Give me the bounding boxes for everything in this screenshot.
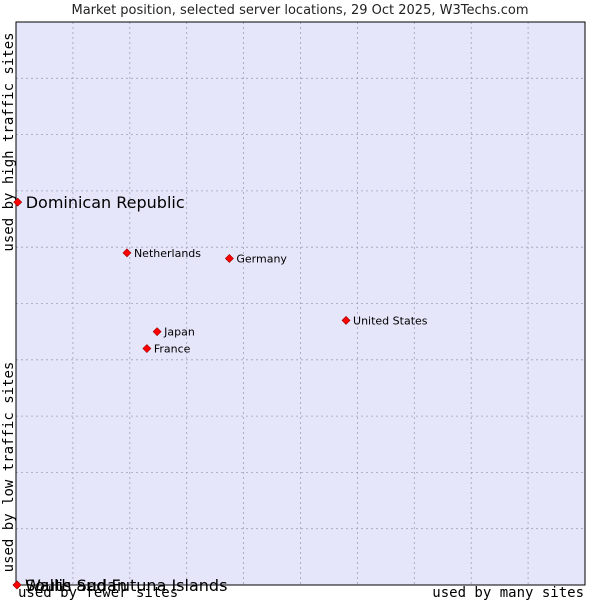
data-point-label: Japan <box>163 326 195 339</box>
data-point-marker <box>122 248 132 258</box>
chart-title: Market position, selected server locatio… <box>71 3 528 18</box>
data-point-marker <box>224 254 234 263</box>
data-point-label: Germany <box>236 252 287 265</box>
data-point-label: United States <box>353 314 428 327</box>
y-axis-label-high: used by high traffic sites <box>1 32 17 251</box>
data-point-marker <box>12 580 22 590</box>
data-point-label: Dominican Republic <box>26 193 185 212</box>
y-axis-label-low: used by low traffic sites <box>1 362 17 573</box>
plot-border <box>15 21 586 586</box>
data-point-marker <box>341 315 351 325</box>
x-axis-label-low: used by fewer sites <box>18 585 178 600</box>
data-point-label: South Sudan <box>25 576 127 595</box>
data-point-marker <box>142 344 152 353</box>
data-points: Dominican Republic Netherlands Germany Unit… <box>12 193 428 595</box>
data-point-label: Netherlands <box>134 247 201 260</box>
data-point-label: Wallis and Futuna Islands <box>25 576 227 595</box>
data-point-marker <box>13 197 23 207</box>
grid-lines <box>16 22 585 585</box>
data-point-marker <box>152 327 162 337</box>
x-axis-label-high: used by many sites <box>432 585 584 600</box>
data-point-label: France <box>154 343 191 356</box>
